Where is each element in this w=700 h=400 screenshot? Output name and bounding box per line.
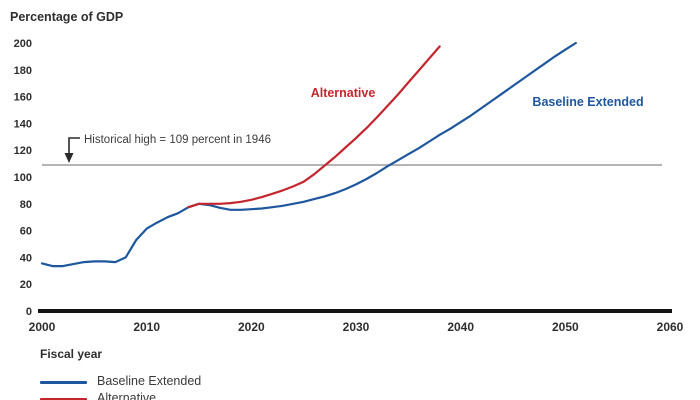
x-tick-label: 2030: [343, 320, 370, 334]
y-tick-label: 200: [14, 38, 32, 50]
y-tick-label: 0: [26, 306, 32, 318]
y-tick-label: 180: [14, 65, 32, 77]
x-tick-label: 2010: [133, 320, 160, 334]
y-tick-label: 100: [14, 172, 32, 184]
legend-label: Baseline Extended: [97, 374, 202, 388]
alternative-swatch-icon: [40, 398, 87, 400]
alternative-line: [187, 45, 441, 209]
baseline-extended-series-label: Baseline Extended: [532, 95, 643, 109]
alternative-series-label: Alternative: [311, 86, 376, 100]
x-axis-title: Fiscal year: [40, 347, 103, 361]
y-tick-label: 20: [20, 279, 32, 291]
legend-label: Alternative: [97, 391, 157, 400]
x-tick-label: 2050: [552, 320, 579, 334]
y-tick-label: 120: [14, 145, 32, 157]
annotation-arrow-icon: [64, 137, 80, 163]
baseline-extended-swatch-icon: [40, 381, 87, 384]
baseline-extended-line: [40, 41, 577, 268]
x-tick-label: 2020: [238, 320, 265, 334]
x-tick-label: 2060: [657, 320, 684, 334]
chart-title: Percentage of GDP: [10, 10, 124, 24]
y-tick-label: 140: [14, 118, 32, 130]
x-tick-label: 2040: [447, 320, 474, 334]
y-tick-label: 60: [20, 226, 32, 238]
historical-high-annotation: Historical high = 109 percent in 1946: [84, 134, 271, 146]
y-tick-label: 160: [14, 92, 32, 104]
y-tick-label: 40: [20, 252, 32, 264]
y-tick-label: 80: [20, 199, 32, 211]
x-tick-label: 2000: [29, 320, 56, 334]
